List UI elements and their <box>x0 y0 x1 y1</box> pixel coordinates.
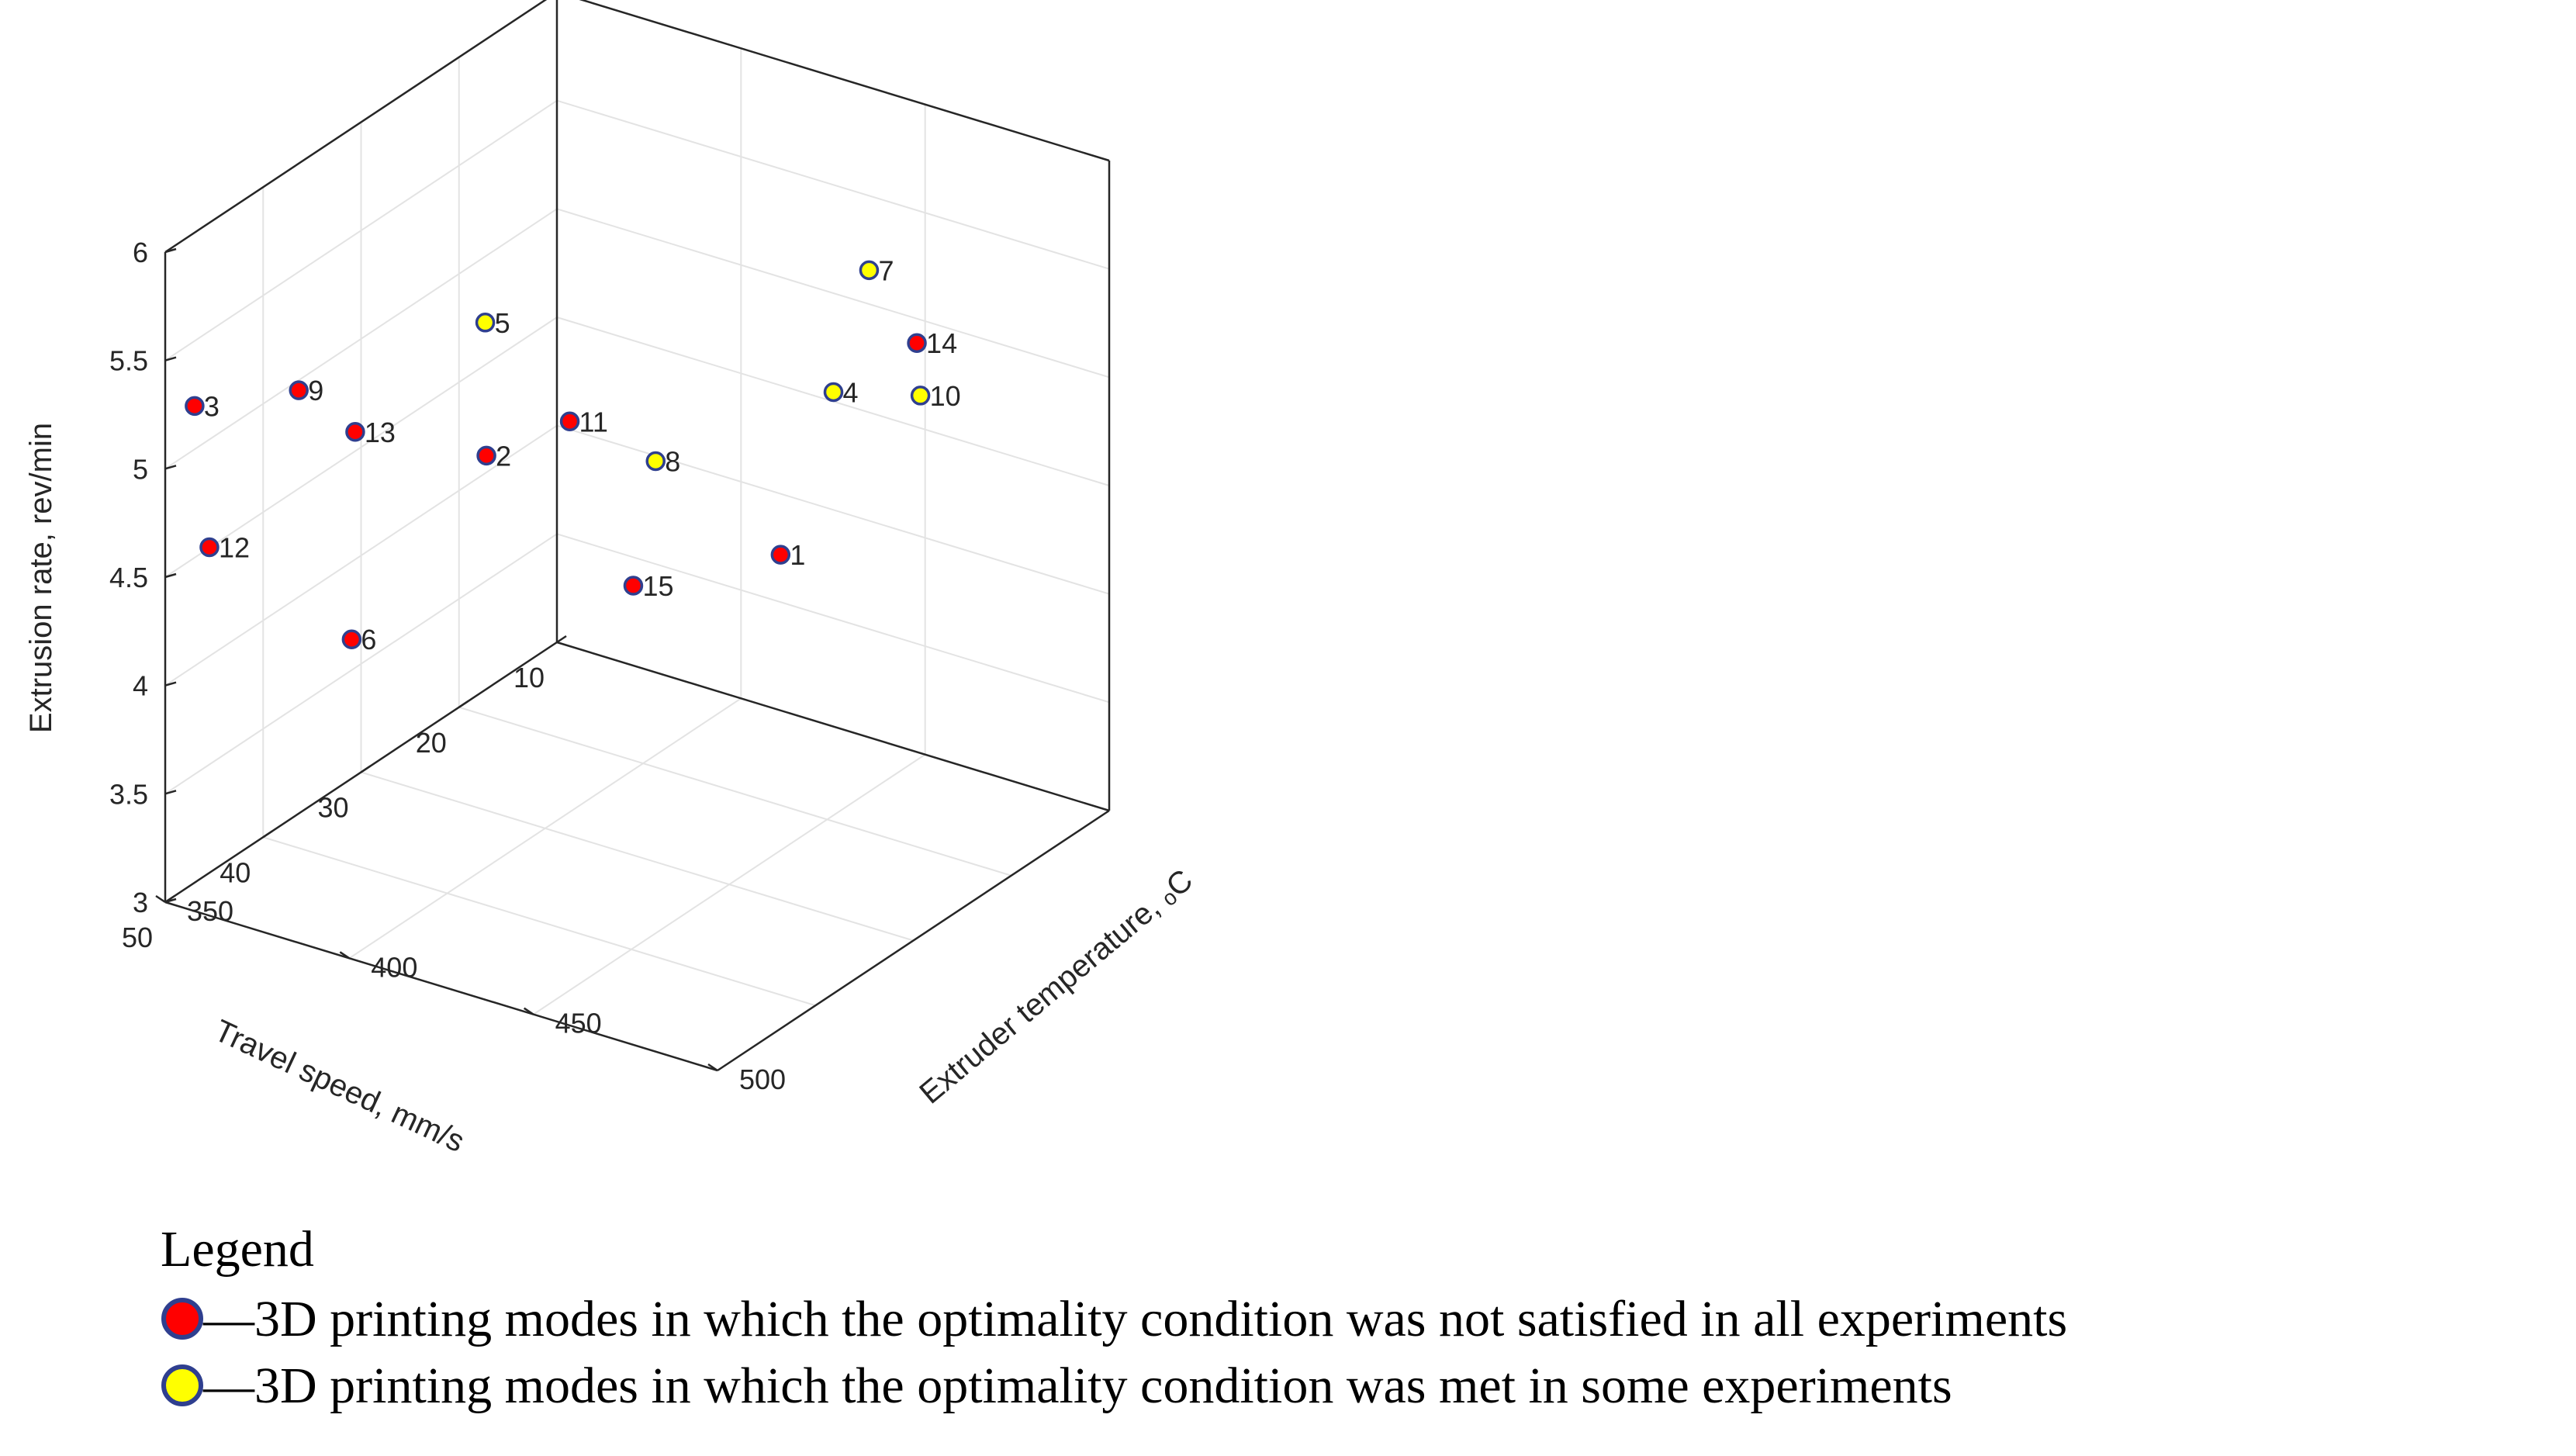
legend-item-yellow: —3D printing modes in which the optimali… <box>202 1357 1952 1414</box>
y-tick-label: 40 <box>220 856 251 888</box>
z-tick <box>164 465 177 470</box>
x-tick <box>339 951 351 960</box>
box-edge <box>556 641 1110 812</box>
y-tick <box>262 830 273 839</box>
data-point-11 <box>559 411 580 432</box>
y-tick <box>458 700 469 708</box>
legend-item-red: —3D printing modes in which the optimali… <box>202 1291 2067 1347</box>
legend-marker-yellow <box>161 1364 203 1406</box>
y-tick <box>164 894 175 904</box>
y-tick-label: 50 <box>122 922 153 953</box>
box-edge <box>579 0 1110 162</box>
z-tick-label: 4 <box>133 670 148 702</box>
grid-line <box>556 208 1110 379</box>
data-point-15 <box>623 576 644 596</box>
data-point-5 <box>475 313 496 333</box>
y-axis-line <box>164 901 718 1072</box>
z-tick-label: 5.5 <box>109 345 148 377</box>
data-point-label-7: 7 <box>878 254 894 286</box>
data-point-4 <box>823 382 844 403</box>
data-point-6 <box>341 629 362 649</box>
x-tick <box>523 1007 534 1015</box>
grid-line <box>164 208 558 470</box>
data-point-13 <box>345 422 365 442</box>
x-tick-label: 400 <box>371 951 417 983</box>
z-tick-label: 6 <box>133 237 148 268</box>
y-tick <box>556 635 567 644</box>
legend: Legend —3D printing modes in which the o… <box>161 1221 2067 1414</box>
z-tick-label: 3.5 <box>109 778 148 810</box>
y-tick-label: 10 <box>513 662 545 693</box>
grid-line <box>164 424 558 686</box>
data-point-label-13: 13 <box>365 417 396 448</box>
data-point-label-1: 1 <box>790 539 805 571</box>
x-axis-line <box>717 809 1110 1072</box>
grid-line <box>579 0 1110 161</box>
axes <box>155 0 1111 1072</box>
data-point-label-15: 15 <box>642 570 673 602</box>
grid-line <box>164 533 558 795</box>
grid-line <box>556 533 1110 704</box>
x-tick <box>707 1063 718 1072</box>
data-point-2 <box>476 445 496 466</box>
z-tick <box>164 247 177 254</box>
x-tick-label: 450 <box>555 1008 602 1039</box>
x-tick <box>155 894 166 904</box>
grid-lines <box>164 0 1110 1071</box>
data-point-label-6: 6 <box>361 624 376 655</box>
data-point-7 <box>859 260 880 281</box>
y-axis-label: Travel speed, mm/s <box>209 1013 470 1159</box>
data-point-label-10: 10 <box>930 380 961 412</box>
data-point-1 <box>770 545 791 565</box>
y-tick-label: 20 <box>416 727 447 759</box>
z-tick <box>164 790 177 795</box>
z-tick <box>164 681 177 686</box>
data-point-14 <box>907 333 927 353</box>
z-tick-label: 4.5 <box>109 562 148 593</box>
grid-line <box>164 99 558 361</box>
data-point-9 <box>289 380 309 400</box>
data-point-8 <box>645 451 666 472</box>
data-point-12 <box>199 537 220 558</box>
data-point-label-12: 12 <box>219 531 250 563</box>
grid-line <box>164 316 558 578</box>
data-point-label-4: 4 <box>842 376 858 408</box>
grid-line <box>262 836 816 1007</box>
grid-line <box>361 771 914 942</box>
legend-marker-red <box>161 1298 203 1340</box>
z-axis-label: Extrusion rate, rev/min <box>24 423 58 733</box>
data-point-label-2: 2 <box>496 440 511 472</box>
z-tick <box>164 356 177 361</box>
z-tick-label: 3 <box>133 887 148 918</box>
x-tick-label: 500 <box>739 1063 786 1095</box>
box-edge <box>164 0 548 254</box>
data-point-label-11: 11 <box>579 406 608 437</box>
data-point-label-3: 3 <box>204 390 220 422</box>
grid-line <box>556 424 1110 595</box>
legend-title: Legend <box>161 1221 314 1278</box>
z-tick <box>164 572 177 579</box>
data-point-label-9: 9 <box>308 375 323 406</box>
data-point-label-8: 8 <box>665 445 680 477</box>
data-point-label-5: 5 <box>495 307 510 339</box>
tick-labels: 3 3.5 4 4.5 5 5.5 6 10 20 30 40 50 350 400 450 500 <box>109 237 786 1095</box>
z-tick-label: 5 <box>133 453 148 485</box>
x-axis-label: Extruder temperature, ₒC <box>913 863 1199 1110</box>
data-point-label-14: 14 <box>926 327 957 359</box>
data-point-10 <box>910 386 931 406</box>
y-tick-label: 30 <box>317 792 348 824</box>
grid-line <box>556 99 1110 270</box>
x-tick-label: 350 <box>187 895 233 927</box>
data-point-3 <box>185 396 205 417</box>
grid-line <box>458 706 1012 877</box>
y-tick <box>360 765 372 773</box>
